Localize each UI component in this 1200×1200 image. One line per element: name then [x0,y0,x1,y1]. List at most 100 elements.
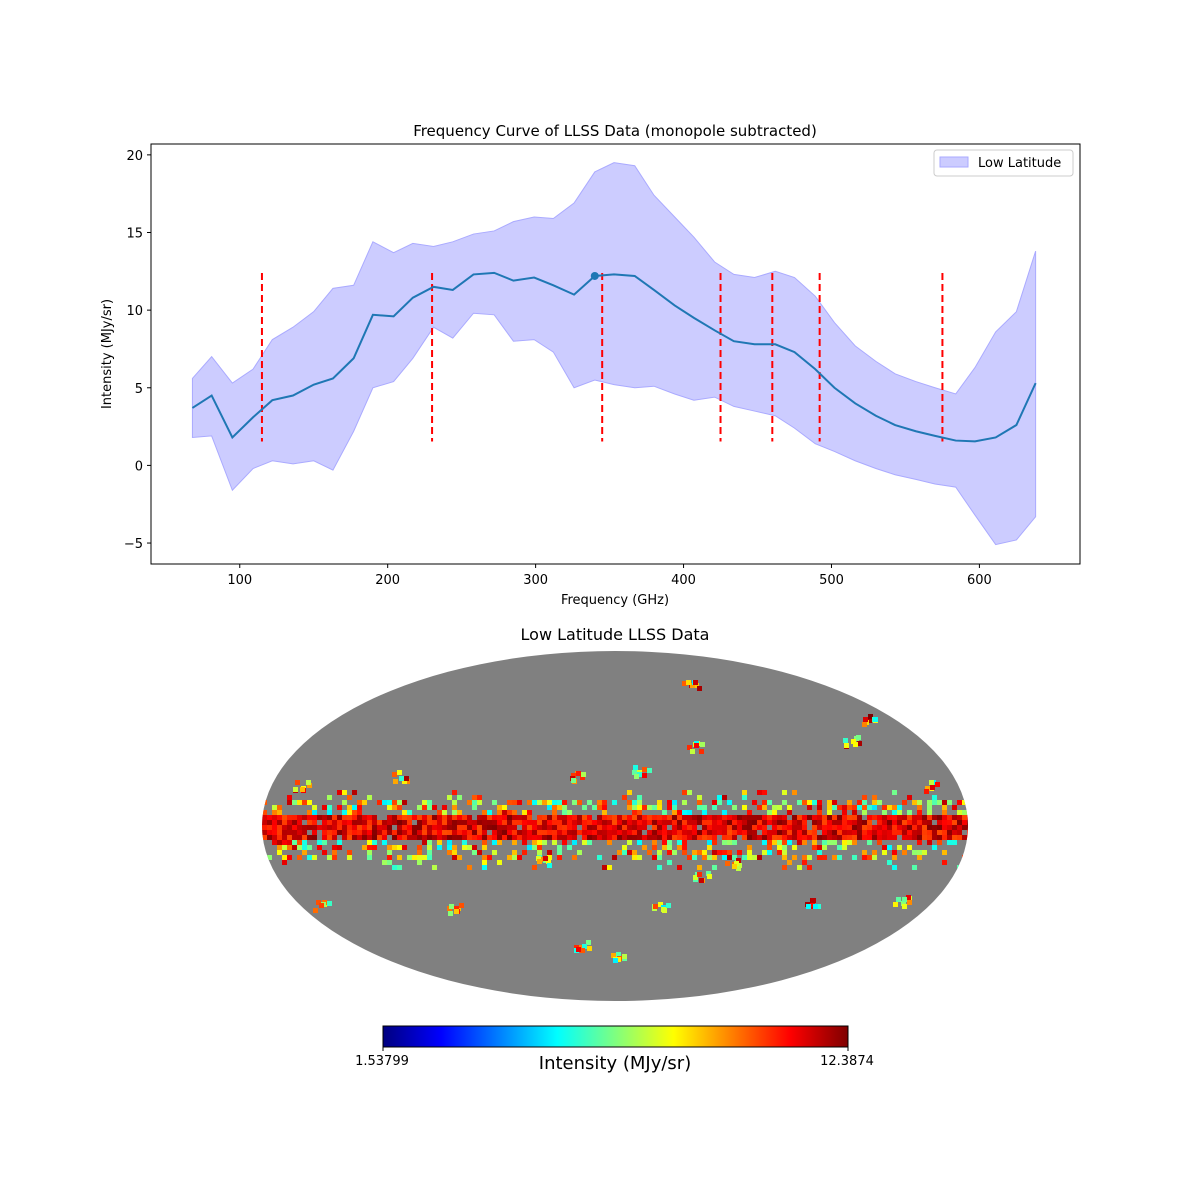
sky-pixel [702,850,707,855]
sky-pixel [842,835,847,840]
sky-pixel [947,820,952,825]
sky-pixel [772,815,777,820]
sky-pixel [847,830,852,835]
sky-pixel [917,835,922,840]
sky-pixel [797,840,802,845]
sky-pixel [392,815,397,820]
sky-pixel [792,845,797,850]
sky-pixel [772,835,777,840]
sky-pixel [632,835,637,840]
sky-pixel [362,815,367,820]
sky-pixel [532,800,537,805]
sky-pixel [702,805,707,810]
sky-pixel [787,835,792,840]
sky-pixel [767,845,772,850]
sky-pixel [427,830,432,835]
sky-pixel [602,825,607,830]
sky-pixel [527,835,532,840]
sky-pixel [962,825,967,830]
sky-pixel [907,900,912,905]
sky-pixel [872,805,877,810]
sky-pixel [622,850,627,855]
sky-pixel [672,835,677,840]
sky-pixel [307,855,312,860]
sky-pixel [377,820,382,825]
sky-pixel [347,830,352,835]
sky-pixel [262,810,267,815]
sky-pixel [817,805,822,810]
sky-pixel [452,850,457,855]
sky-pixel [782,840,787,845]
sky-pixel [462,840,467,845]
sky-pixel [417,855,422,860]
sky-pixel [692,855,697,860]
sky-pixel [851,739,856,744]
sky-pixel [929,780,934,785]
sky-pixel [459,903,464,908]
sky-pixel [492,840,497,845]
sky-pixel [732,835,737,840]
sky-pixel [572,815,577,820]
sky-pixel [272,820,277,825]
sky-pixel [962,835,967,840]
sky-pixel [717,795,722,800]
sky-pixel [267,815,272,820]
sky-pixel [282,820,287,825]
sky-pixel [572,820,577,825]
sky-pixel [382,860,387,865]
sky-pixel [647,820,652,825]
sky-pixel [807,805,812,810]
sky-pixel [677,820,682,825]
sky-pixel [502,830,507,835]
sky-pixel [337,820,342,825]
sky-pixel [537,815,542,820]
sky-pixel [432,835,437,840]
sky-pixel [497,805,502,810]
sky-pixel [387,830,392,835]
sky-pixel [797,835,802,840]
sky-pixel [312,820,317,825]
sky-pixel [817,845,822,850]
sky-pixel [797,800,802,805]
sky-pixel [537,850,542,855]
sky-pixel [806,904,811,909]
sky-pixel [652,815,657,820]
sky-pixel [857,825,862,830]
sky-pixel [947,835,952,840]
sky-pixel [957,830,962,835]
sky-pixel [777,845,782,850]
sky-pixel [287,855,292,860]
sky-pixel [307,825,312,830]
sky-pixel [357,810,362,815]
sky-pixel [497,860,502,865]
sky-pixel [767,840,772,845]
sky-pixel [293,787,298,792]
sky-pixel [722,820,727,825]
sky-pixel [571,773,576,778]
sky-pixel [707,825,712,830]
sky-pixel [632,800,637,805]
sky-pixel [442,825,447,830]
sky-pixel [896,897,901,902]
sky-pixel [437,835,442,840]
sky-pixel [357,830,362,835]
sky-pixel [267,825,272,830]
sky-pixel [582,825,587,830]
sky-pixel [652,845,657,850]
sky-pixel [272,805,277,810]
sky-pixel [712,805,717,810]
sky-pixel [437,820,442,825]
sky-pixel [547,850,552,855]
sky-pixel [427,845,432,850]
sky-pixel [712,840,717,845]
sky-pixel [382,840,387,845]
sky-pixel [547,805,552,810]
sky-pixel [892,810,897,815]
sky-pixel [587,840,592,845]
sky-pixel [287,795,292,800]
sky-pixel [657,855,662,860]
sky-pixel [327,901,332,906]
sky-pixel [576,947,581,952]
sky-pixel [952,825,957,830]
